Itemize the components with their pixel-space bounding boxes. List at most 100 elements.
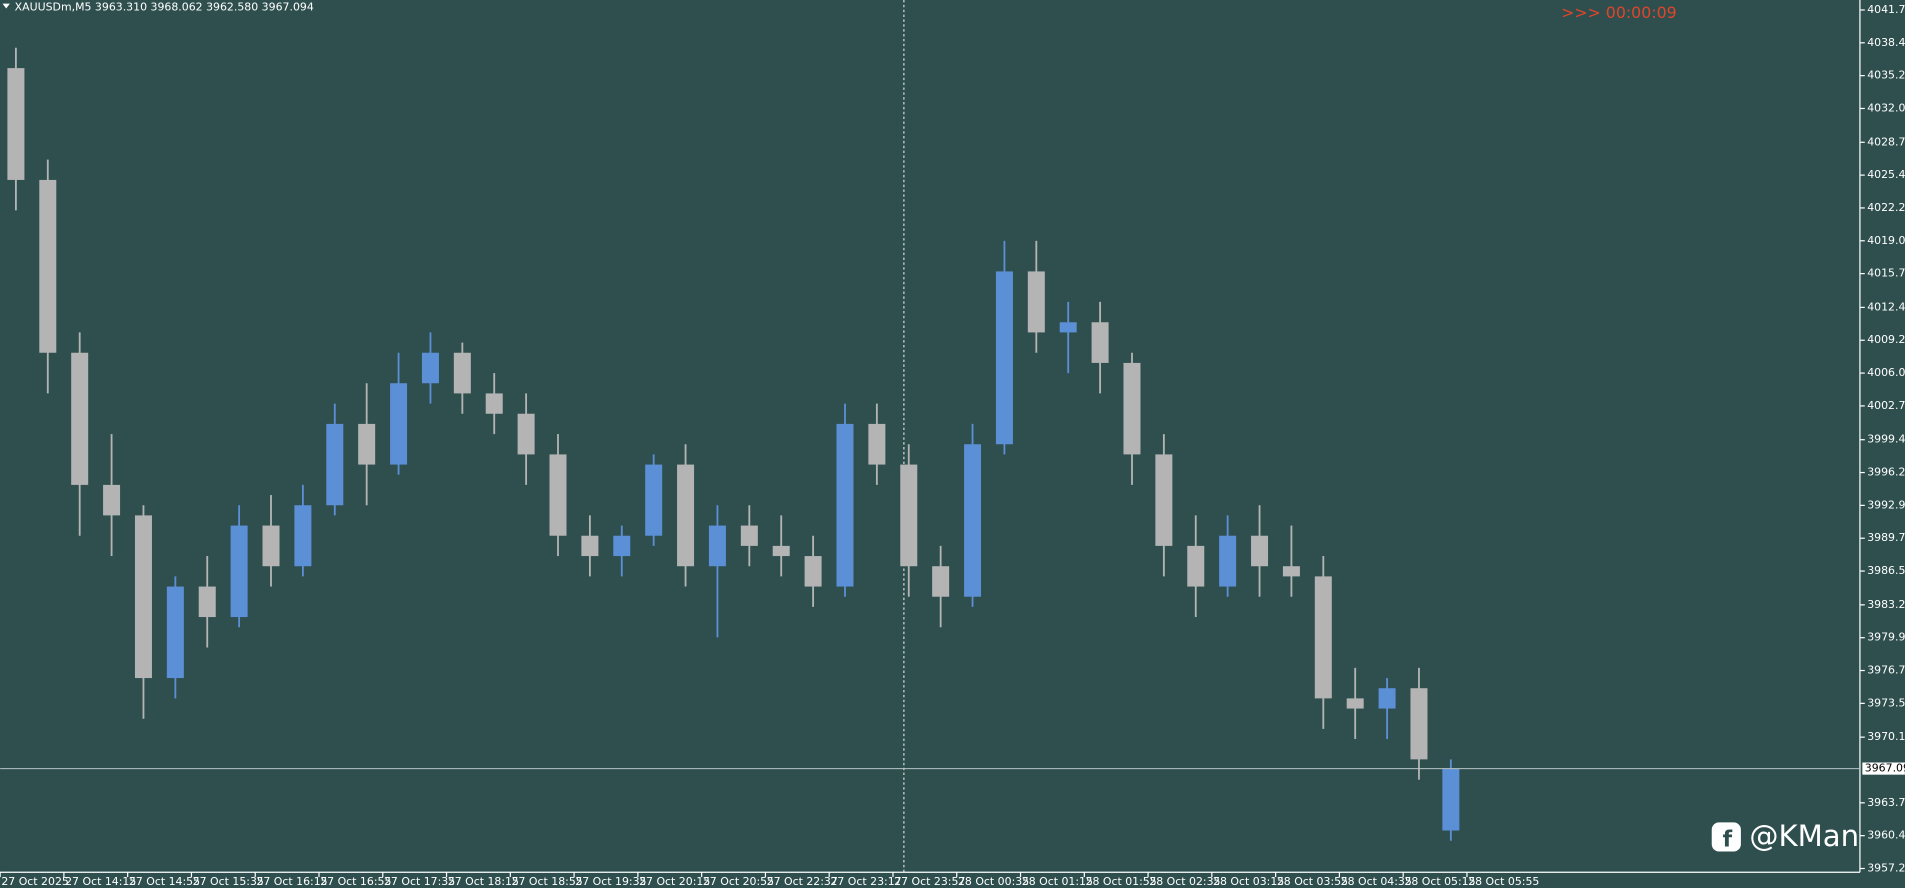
- y-tick-label: 3979.970: [1867, 631, 1905, 644]
- current-price-label: 3967.094: [1865, 762, 1905, 775]
- menu-arrow: [2, 3, 10, 9]
- y-tick-label: 3957.265: [1867, 861, 1905, 874]
- y-tick-label: 4025.475: [1867, 168, 1905, 181]
- candle-body: [581, 535, 599, 557]
- y-tick-label: 4002.770: [1867, 399, 1905, 412]
- candle-body: [166, 586, 184, 679]
- y-tick-label: 4035.260: [1867, 69, 1905, 82]
- current-price-box: [1862, 762, 1905, 775]
- y-tick-label: 3983.200: [1867, 598, 1905, 611]
- candle-body: [740, 525, 758, 546]
- x-tick-label: 27 Oct 16:55: [320, 875, 391, 888]
- y-tick-label: 4041.720: [1867, 3, 1905, 16]
- watermark-text: @KMan: [1749, 819, 1859, 853]
- candle-body: [677, 464, 695, 567]
- x-tick-label: 27 Oct 16:15: [256, 875, 327, 888]
- candle-body: [549, 454, 567, 536]
- x-tick-label: 27 Oct 15:35: [193, 875, 264, 888]
- y-tick-label: 4028.705: [1867, 135, 1905, 148]
- y-tick-label: 4038.490: [1867, 36, 1905, 49]
- y-tick-label: 4019.015: [1867, 234, 1905, 247]
- x-tick-label: 27 Oct 17:35: [384, 875, 455, 888]
- candle-body: [995, 271, 1013, 445]
- y-tick-label: 4015.785: [1867, 267, 1905, 280]
- x-tick-label: 27 Oct 20:55: [703, 875, 774, 888]
- candle-body: [517, 413, 535, 455]
- candle-body: [613, 535, 631, 557]
- candle-body: [1251, 535, 1269, 567]
- candle-body: [453, 352, 471, 394]
- candle-body: [804, 556, 822, 587]
- candle-body: [198, 586, 216, 618]
- candle-body: [134, 515, 152, 679]
- x-tick-label: 27 Oct 14:15: [65, 875, 136, 888]
- candle-body: [7, 68, 25, 180]
- y-tick-label: 3976.740: [1867, 664, 1905, 677]
- candle-body: [1155, 454, 1173, 546]
- candle-body: [645, 464, 663, 536]
- x-tick-label: 27 Oct 23:17: [830, 875, 901, 888]
- y-tick-label: 3996.215: [1867, 466, 1905, 479]
- y-tick-label: 3973.510: [1867, 696, 1905, 709]
- x-tick-label: 27 Oct 18:55: [512, 875, 583, 888]
- candle-body: [1314, 576, 1332, 699]
- x-tick-label: 27 Oct 22:37: [767, 875, 838, 888]
- x-tick-label: 28 Oct 01:55: [1086, 875, 1157, 888]
- candle-body: [103, 484, 121, 516]
- x-tick-label: 27 Oct 23:57: [894, 875, 965, 888]
- x-tick-label: 27 Oct 14:55: [129, 875, 200, 888]
- candle-body: [294, 505, 312, 567]
- y-tick-label: 4032.030: [1867, 101, 1905, 114]
- countdown-timer: >>> 00:00:09: [1561, 3, 1677, 22]
- y-tick-label: 4009.230: [1867, 333, 1905, 346]
- candle-body: [1027, 271, 1045, 333]
- y-tick-label: 3960.495: [1867, 829, 1905, 842]
- y-tick-label: 4022.245: [1867, 201, 1905, 214]
- candle-body: [1410, 688, 1428, 760]
- y-tick-label: 3992.985: [1867, 498, 1905, 511]
- x-tick-label: 28 Oct 05:55: [1468, 875, 1539, 888]
- candle-body: [1091, 322, 1109, 363]
- candle-body: [1282, 566, 1300, 577]
- chart-header: XAUUSDm,M5 3963.310 3968.062 3962.580 39…: [15, 0, 314, 13]
- y-tick-label: 4006.000: [1867, 366, 1905, 379]
- candle-body: [900, 464, 918, 567]
- candle-body: [1346, 698, 1364, 709]
- x-tick-label: 28 Oct 00:35: [958, 875, 1029, 888]
- candle-body: [230, 525, 248, 618]
- y-tick-label: 3963.725: [1867, 796, 1905, 809]
- candle-body: [1123, 362, 1141, 455]
- x-tick-label: 28 Oct 01:15: [1022, 875, 1093, 888]
- candle-body: [390, 383, 408, 465]
- candle-body: [1187, 545, 1205, 587]
- candle-body: [836, 423, 854, 587]
- y-tick-label: 3989.755: [1867, 531, 1905, 544]
- candle-body: [1378, 688, 1396, 709]
- y-tick-label: 4012.460: [1867, 300, 1905, 313]
- candle-body: [39, 179, 57, 353]
- facebook-icon: [1711, 822, 1741, 852]
- candle-body: [964, 444, 982, 597]
- y-tick-label: 3999.445: [1867, 433, 1905, 446]
- facebook-glyph: f: [1723, 828, 1733, 853]
- candle-body: [1059, 322, 1077, 333]
- candle-body: [421, 352, 439, 384]
- candle-body: [485, 393, 503, 414]
- y-tick-label: 3970.185: [1867, 730, 1905, 743]
- candle-body: [71, 352, 89, 485]
- candle-body: [1442, 768, 1460, 831]
- candle-body: [1219, 535, 1237, 587]
- x-tick-label: 28 Oct 02:35: [1149, 875, 1220, 888]
- x-tick-label: 27 Oct 18:15: [448, 875, 519, 888]
- x-tick-label: 27 Oct 20:15: [639, 875, 710, 888]
- candle-body: [932, 566, 950, 597]
- candle-body: [262, 525, 280, 567]
- watermark: f @KMan: [1711, 819, 1859, 853]
- y-tick-label: 3986.525: [1867, 564, 1905, 577]
- x-tick-label: 28 Oct 03:55: [1277, 875, 1348, 888]
- candle-body: [708, 525, 726, 567]
- x-tick-label: 27 Oct 19:35: [575, 875, 646, 888]
